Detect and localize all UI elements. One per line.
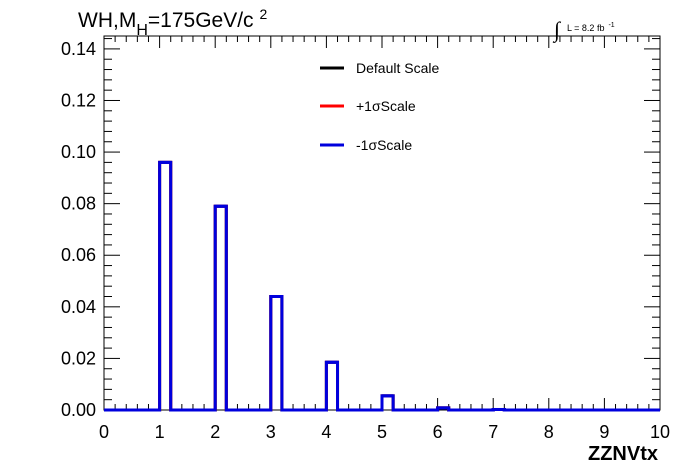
x-tick-label: 0 — [99, 422, 109, 442]
series-plus1sigma-scale — [104, 160, 660, 412]
lumi-label: L = 8.2 fb -1 — [567, 22, 615, 33]
title-subscript: H — [136, 22, 148, 39]
x-tick-label: 4 — [321, 422, 331, 442]
x-tick-label: 10 — [650, 422, 670, 442]
lumi-integral: ∫ — [552, 17, 562, 43]
y-tick-label: 0.02 — [61, 348, 96, 368]
x-tick-label: 5 — [377, 422, 387, 442]
y-tick-label: 0.14 — [61, 39, 96, 59]
x-tick-label: 2 — [210, 422, 220, 442]
y-tick-label: 0.12 — [61, 90, 96, 110]
series-minus1sigma-scale — [104, 160, 660, 412]
x-tick-label: 1 — [155, 422, 165, 442]
x-tick-label: 6 — [433, 422, 443, 442]
y-tick-label: 0.06 — [61, 245, 96, 265]
lumi-superscript: -1 — [608, 22, 614, 29]
lumi-text: L = 8.2 fb — [567, 23, 604, 33]
x-tick-label: 9 — [599, 422, 609, 442]
series-layer — [104, 160, 660, 412]
x-tick-label: 3 — [266, 422, 276, 442]
title-value: =175GeV/c — [148, 9, 254, 32]
plot-title: WH,MH=175GeV/c 2 — [78, 6, 268, 39]
y-tick-label: 0.08 — [61, 194, 96, 214]
series-default-scale — [104, 160, 660, 412]
x-axis-ticks: 0 1 2 3 4 5 6 7 8 9 10 — [99, 36, 670, 442]
y-tick-label: 0.04 — [61, 297, 96, 317]
legend: Default Scale +1σScale -1σScale — [320, 60, 439, 153]
x-axis-title: ZZNVtx — [588, 443, 658, 465]
y-tick-label: 0.00 — [61, 400, 96, 420]
title-superscript: 2 — [260, 6, 268, 22]
legend-label-minus: -1σScale — [356, 137, 412, 153]
x-tick-label: 8 — [544, 422, 554, 442]
y-axis-ticks: 0.00 0.02 0.04 0.06 0.08 0.10 0.12 0.14 — [61, 38, 660, 420]
y-tick-label: 0.10 — [61, 142, 96, 162]
x-tick-label: 7 — [488, 422, 498, 442]
legend-label-default: Default Scale — [356, 60, 439, 76]
plot-frame — [103, 35, 661, 411]
legend-label-plus: +1σScale — [356, 98, 416, 114]
title-prefix: WH,M — [78, 9, 136, 32]
